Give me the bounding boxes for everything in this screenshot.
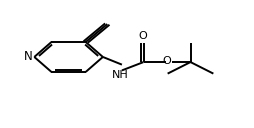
Text: NH: NH	[112, 70, 129, 80]
Text: N: N	[24, 50, 32, 63]
Text: O: O	[138, 31, 147, 41]
Text: O: O	[163, 56, 171, 66]
